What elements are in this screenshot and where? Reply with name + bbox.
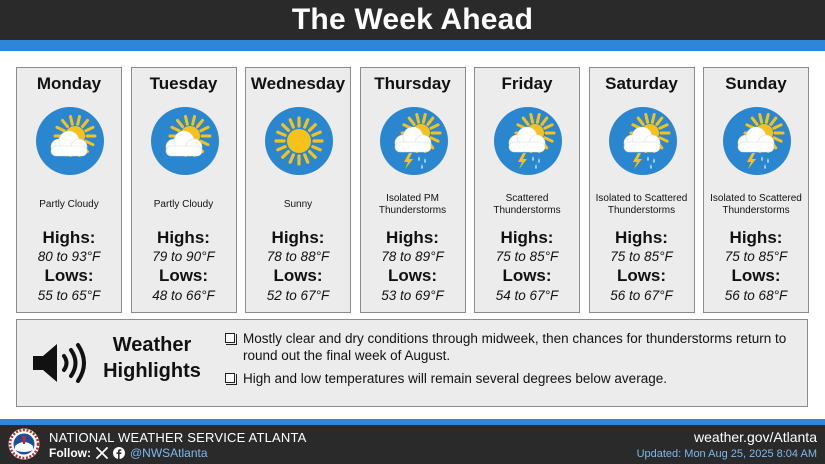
condition-text: Scattered Thunderstorms <box>493 192 561 217</box>
day-name: Friday <box>501 74 553 93</box>
accent-stripe-top <box>0 40 825 51</box>
day-card-friday: Friday Scattered Thunderstorms Highs: 75 to… <box>474 67 580 313</box>
lows-label: Lows: <box>616 266 667 285</box>
day-name: Thursday <box>374 74 451 93</box>
page-title: The Week Ahead <box>291 3 534 36</box>
highs-range: 80 to 93°F <box>37 249 101 264</box>
checkbox-bullet-icon <box>225 333 237 345</box>
lows-label: Lows: <box>731 266 781 285</box>
day-card-wednesday: Wednesday Sunny Highs: 78 to 88°F Lows: 52 to… <box>245 67 351 313</box>
accent-stripe-bottom <box>0 419 825 425</box>
header-bar: The Week Ahead <box>0 0 825 40</box>
weather-highlights-box: Weather Highlights Mostly clear and dry … <box>16 319 808 407</box>
thunderstorm-icon <box>379 107 448 175</box>
updated-timestamp: Updated: Mon Aug 25, 2025 8:04 AM <box>636 448 817 460</box>
day-card-saturday: Saturday Isolated to Scattered Thundersto… <box>588 67 695 313</box>
follow-label: Follow: <box>49 446 91 460</box>
highs-label: Highs: <box>729 228 783 247</box>
lows-label: Lows: <box>273 266 323 285</box>
condition-text: Isolated to Scattered Thunderstorms <box>595 192 688 217</box>
day-card-tuesday: Tuesday Partly Cloudy Highs: 79 to 90°F Lows… <box>130 67 237 313</box>
day-name: Monday <box>36 74 102 93</box>
social-handle-link[interactable]: @NWSAtlanta <box>130 446 208 460</box>
nws-logo-icon <box>8 428 40 460</box>
lows-range: 56 to 68°F <box>724 288 788 303</box>
condition-text: Partly Cloudy <box>153 198 214 210</box>
website-link[interactable]: weather.gov/Atlanta <box>694 429 817 445</box>
lows-range: 54 to 67°F <box>495 288 559 303</box>
highlight-item: Mostly clear and dry conditions through … <box>223 330 793 364</box>
lows-label: Lows: <box>44 266 94 285</box>
highs-label: Highs: <box>157 228 210 247</box>
lows-range: 53 to 69°F <box>381 288 444 303</box>
condition-text: Isolated to Scattered Thunderstorms <box>710 192 802 217</box>
facebook-icon[interactable] <box>113 447 125 459</box>
thunderstorm-icon <box>723 107 791 175</box>
highs-range: 78 to 89°F <box>381 249 444 264</box>
lows-range: 55 to 65°F <box>37 288 101 303</box>
highlight-item: High and low temperatures will remain se… <box>223 370 793 387</box>
highs-range: 75 to 85°F <box>495 249 559 264</box>
footer-bar: NATIONAL WEATHER SERVICE ATLANTA Follow:… <box>0 425 825 464</box>
highlight-text: Mostly clear and dry conditions through … <box>243 331 787 363</box>
highs-range: 75 to 85°F <box>724 249 788 264</box>
follow-row: Follow: @NWSAtlanta <box>49 446 208 460</box>
condition-text: Isolated PM Thunderstorms <box>378 192 447 217</box>
day-card-sunday: Sunday Isolated to Scattered Thunderstorm… <box>703 67 809 313</box>
lows-range: 56 to 67°F <box>610 288 673 303</box>
highlights-title: Weather Highlights <box>103 334 201 382</box>
thunderstorm-icon <box>608 107 677 175</box>
day-card-monday: Monday Partly Cloudy Highs: 80 to 93°F Lows:… <box>16 67 122 313</box>
highs-label: Highs: <box>42 228 96 247</box>
highs-label: Highs: <box>500 228 554 247</box>
sunny-icon <box>265 107 333 175</box>
highs-range: 78 to 88°F <box>266 249 330 264</box>
highs-range: 79 to 90°F <box>152 249 215 264</box>
speaker-icon <box>33 343 86 383</box>
lows-label: Lows: <box>387 266 438 285</box>
x-social-icon[interactable] <box>96 447 108 459</box>
highlight-text: High and low temperatures will remain se… <box>243 371 667 386</box>
lows-range: 52 to 67°F <box>266 288 330 303</box>
day-card-thursday: Thursday Isolated PM Thunderstorms Highs: 7… <box>359 67 466 313</box>
condition-text: Sunny <box>283 198 313 210</box>
highs-label: Highs: <box>271 228 325 247</box>
content-panel: Monday Partly Cloudy Highs: 80 to 93°F Lows:… <box>0 51 825 425</box>
day-name: Wednesday <box>250 74 346 93</box>
highs-range: 75 to 85°F <box>610 249 673 264</box>
day-name: Tuesday <box>149 74 218 93</box>
checkbox-bullet-icon <box>225 373 237 385</box>
partly-cloudy-icon <box>150 107 219 175</box>
forecast-days: Monday Partly Cloudy Highs: 80 to 93°F Lows:… <box>16 67 809 313</box>
partly-cloudy-icon <box>36 107 104 175</box>
lows-range: 48 to 66°F <box>152 288 215 303</box>
highlights-list: Mostly clear and dry conditions through … <box>223 330 793 393</box>
lows-label: Lows: <box>502 266 552 285</box>
day-name: Sunday <box>725 74 787 93</box>
condition-text: Partly Cloudy <box>39 198 99 210</box>
highs-label: Highs: <box>386 228 439 247</box>
highs-label: Highs: <box>615 228 668 247</box>
day-name: Saturday <box>605 74 678 93</box>
org-name: NATIONAL WEATHER SERVICE ATLANTA <box>49 430 307 445</box>
thunderstorm-icon <box>494 107 562 175</box>
lows-label: Lows: <box>158 266 209 285</box>
